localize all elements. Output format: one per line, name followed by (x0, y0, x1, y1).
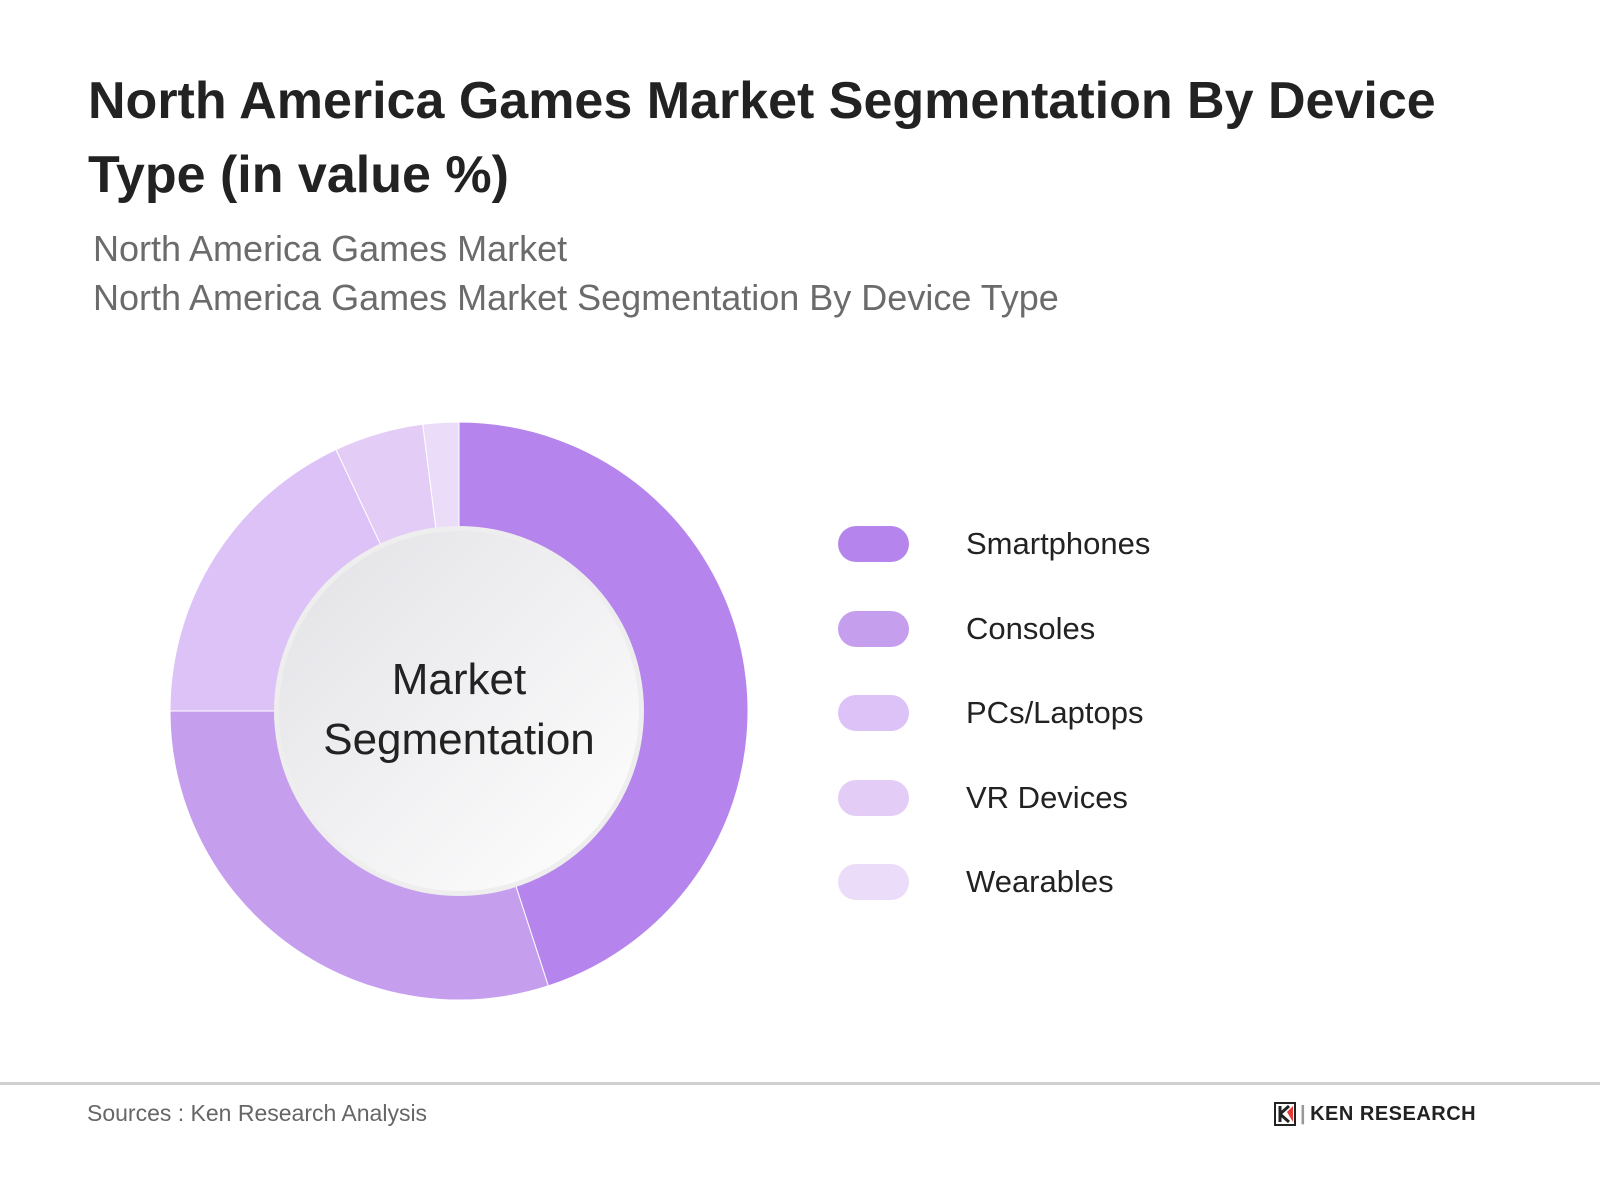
legend-swatch (838, 610, 909, 647)
ken-research-logo: | KEN RESEARCH (1274, 1102, 1476, 1126)
legend-item: PCs/Laptops (838, 695, 1144, 731)
donut-hole (279, 531, 639, 891)
chart-subtitle-1: North America Games Market (93, 228, 568, 269)
chart-subtitle-2: North America Games Market Segmentation … (93, 277, 1059, 318)
legend-swatch (838, 526, 909, 562)
legend-label: PCs/Laptops (966, 695, 1144, 730)
legend-item: Smartphones (838, 526, 1150, 562)
legend-item: Consoles (838, 610, 1095, 647)
legend-label: Wearables (966, 864, 1114, 899)
source-note: Sources : Ken Research Analysis (87, 1100, 428, 1126)
logo-text: KEN RESEARCH (1310, 1102, 1477, 1125)
legend-swatch (838, 779, 909, 816)
legend-item: Wearables (838, 864, 1114, 900)
legend-label: Smartphones (966, 526, 1151, 561)
ken-logo-icon (1274, 1102, 1296, 1126)
legend-swatch (838, 864, 909, 900)
legend-swatch (838, 695, 909, 731)
chart-title: North America Games Market Segmentation … (88, 72, 1436, 204)
legend-label: Consoles (966, 610, 1096, 646)
legend-item: VR Devices (838, 779, 1128, 816)
donut-center-label: Market Segmentation (323, 655, 595, 764)
footer-divider (0, 1082, 1600, 1085)
legend-label: VR Devices (966, 779, 1128, 815)
